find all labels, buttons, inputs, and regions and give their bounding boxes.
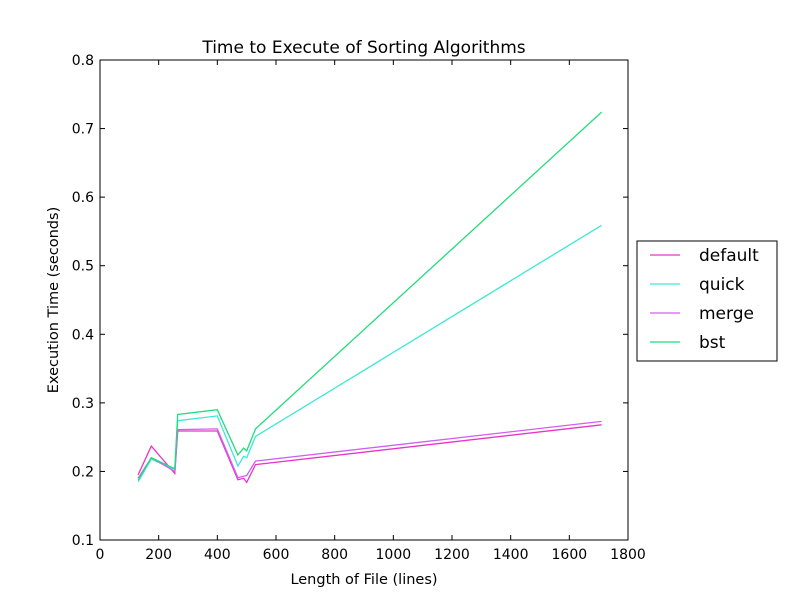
- y-axis-label: Execution Time (seconds): [46, 207, 62, 393]
- y-tick-label: 0.6: [72, 190, 94, 206]
- x-tick-label: 800: [321, 547, 348, 563]
- legend-label-merge: merge: [699, 304, 754, 324]
- y-tick-label: 0.2: [72, 464, 94, 480]
- x-tick-label: 1000: [376, 547, 412, 563]
- series-line-default: [137, 424, 602, 484]
- y-tick-label: 0.8: [72, 53, 94, 69]
- x-tick-label: 400: [204, 547, 231, 563]
- y-tick-label: 0.1: [72, 533, 94, 549]
- x-tick-label: 1200: [434, 547, 470, 563]
- x-tick-label: 1400: [493, 547, 529, 563]
- y-tick-label: 0.3: [72, 396, 94, 412]
- series-lines: [137, 111, 603, 484]
- y-tick-label: 0.7: [72, 122, 94, 138]
- x-axis-label: Length of File (lines): [290, 572, 437, 588]
- legend-frame: [636, 240, 778, 362]
- legend: default quick merge bst: [636, 240, 778, 362]
- series-line-quick: [137, 224, 602, 483]
- plot-area-frame: [99, 59, 629, 541]
- x-tick-label: 1800: [610, 547, 646, 563]
- y-tick-label: 0.5: [72, 259, 94, 275]
- legend-label-quick: quick: [699, 275, 745, 295]
- legend-label-default: default: [699, 246, 759, 266]
- x-tick-label: 600: [263, 547, 290, 563]
- x-tick-label: 1600: [552, 547, 588, 563]
- legend-label-bst: bst: [699, 333, 726, 353]
- x-tick-label: 200: [145, 547, 172, 563]
- axis-ticks: 0 200 400 600 800 1000 1200 1400 1600 1800 0.1 0.2 0…: [72, 53, 646, 563]
- series-line-bst: [137, 111, 603, 481]
- x-tick-label: 0: [96, 547, 105, 563]
- series-line-merge: [137, 420, 602, 479]
- y-tick-label: 0.4: [72, 327, 94, 343]
- chart-title: Time to Execute of Sorting Algorithms: [201, 38, 525, 58]
